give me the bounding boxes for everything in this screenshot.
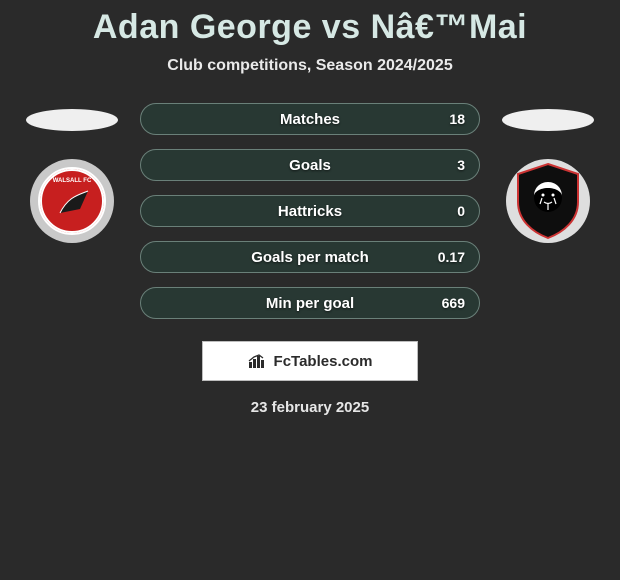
club-badge-left: WALSALL FC <box>30 159 114 243</box>
stat-row: Min per goal 669 <box>140 287 480 319</box>
stat-row: Hattricks 0 <box>140 195 480 227</box>
player-left-head-placeholder <box>26 109 118 131</box>
stat-right-value: 18 <box>449 111 465 127</box>
comparison-card: Adan George vs Nâ€™Mai Club competitions… <box>0 0 620 416</box>
stat-right-value: 0.17 <box>438 249 465 265</box>
stat-label: Goals <box>289 157 331 174</box>
walsall-crest-icon: WALSALL FC <box>38 167 106 235</box>
player-right-head-placeholder <box>502 109 594 131</box>
stat-label: Hattricks <box>278 203 342 220</box>
stat-right-value: 3 <box>457 157 465 173</box>
chart-icon <box>248 353 268 369</box>
stat-row: Matches 18 <box>140 103 480 135</box>
stat-row: Goals per match 0.17 <box>140 241 480 273</box>
stat-right-value: 669 <box>442 295 465 311</box>
page-title: Adan George vs Nâ€™Mai <box>0 8 620 47</box>
svg-text:WALSALL FC: WALSALL FC <box>53 178 92 184</box>
snapshot-date: 23 february 2025 <box>0 399 620 416</box>
stat-label: Goals per match <box>251 249 369 266</box>
player-right-col <box>498 103 598 243</box>
subtitle: Club competitions, Season 2024/2025 <box>0 57 620 75</box>
stat-label: Min per goal <box>266 295 354 312</box>
player-left-col: WALSALL FC <box>22 103 122 243</box>
stats-list: Matches 18 Goals 3 Hattricks 0 Goals per… <box>140 103 480 319</box>
salford-crest-icon <box>512 162 584 240</box>
stat-right-value: 0 <box>457 203 465 219</box>
comparison-body: WALSALL FC Matches 18 Goals 3 Hattricks … <box>0 103 620 319</box>
stat-label: Matches <box>280 111 340 128</box>
stat-row: Goals 3 <box>140 149 480 181</box>
club-badge-right <box>506 159 590 243</box>
brand-watermark: FcTables.com <box>202 341 418 381</box>
brand-text: FcTables.com <box>274 353 373 370</box>
